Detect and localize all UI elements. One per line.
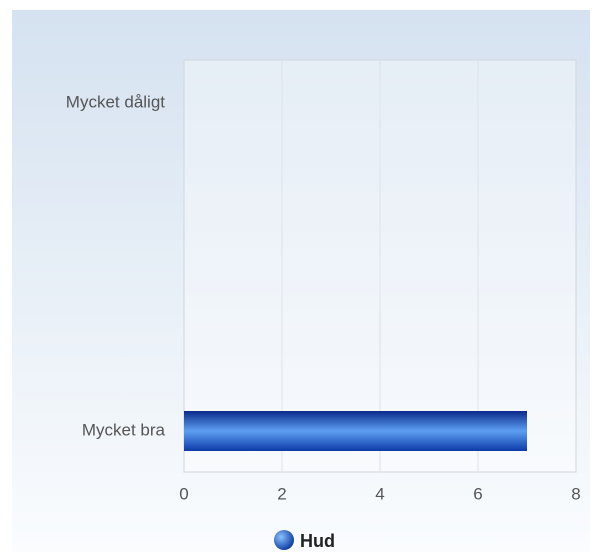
- legend-swatch: [274, 530, 294, 550]
- x-tick-label: 2: [277, 484, 286, 503]
- x-tick-label: 8: [571, 484, 580, 503]
- legend-label: Hud: [300, 531, 335, 551]
- y-tick-label: Mycket dåligt: [66, 92, 165, 111]
- x-tick-label: 4: [375, 484, 384, 503]
- y-tick-label: Mycket bra: [82, 420, 166, 439]
- x-tick-label: 0: [179, 484, 188, 503]
- background: [12, 10, 590, 552]
- bar: [184, 411, 527, 451]
- x-tick-label: 6: [473, 484, 482, 503]
